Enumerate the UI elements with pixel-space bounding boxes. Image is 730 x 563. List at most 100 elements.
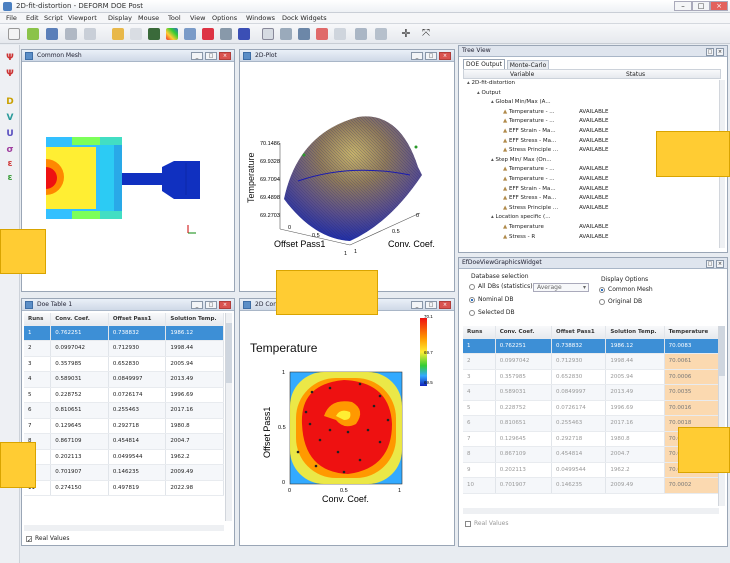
tripod-icon[interactable]: Ψ bbox=[6, 53, 14, 63]
menu-item-windows[interactable]: Windows bbox=[246, 14, 276, 22]
table-row[interactable]: 7 0.129645 0.292718 1980.8 bbox=[24, 418, 224, 434]
print-icon[interactable] bbox=[65, 28, 77, 40]
menu-item-viewport[interactable]: Viewport bbox=[68, 14, 97, 22]
radio-all-dbs[interactable]: All DBs (statistics) bbox=[469, 283, 533, 290]
fit-icon[interactable] bbox=[355, 28, 367, 40]
table-row[interactable]: 1 0.762251 0.738832 1986.12 bbox=[24, 325, 224, 341]
radio-nominal-db[interactable]: Nominal DB bbox=[469, 296, 513, 303]
tree-item[interactable]: ▴ Step Min/ Max (On... bbox=[491, 157, 551, 163]
tab-monte-carlo[interactable]: Monte-Carlo bbox=[507, 60, 549, 69]
tree-list[interactable]: ▴ 2D-fit-distortion ▴ Output ▴ Global Min/… bbox=[463, 80, 721, 248]
tree-item[interactable]: ▲ Temperature - ... bbox=[503, 166, 555, 172]
horizontal-scrollbar[interactable] bbox=[463, 508, 719, 514]
column-header[interactable]: Conv. Coef. bbox=[495, 326, 553, 339]
close-icon[interactable]: × bbox=[716, 48, 724, 56]
red-window-icon[interactable] bbox=[316, 28, 328, 40]
tree-item[interactable]: ▲ Stress Principle ... bbox=[503, 147, 558, 153]
mesh-view[interactable] bbox=[22, 63, 234, 291]
contour-plot[interactable]: Temperature 70.1 69.7 69.5 Offset Pass1 … bbox=[240, 312, 454, 546]
restore-icon[interactable]: □ bbox=[425, 52, 437, 60]
expand-arrow-icon[interactable]: ▴ bbox=[491, 156, 496, 163]
V-icon[interactable]: V bbox=[6, 113, 14, 123]
column-header[interactable]: Runs bbox=[24, 313, 52, 326]
move-icon[interactable] bbox=[375, 28, 387, 40]
crosshair-icon[interactable]: ✛ bbox=[401, 27, 411, 40]
menu-item-view[interactable]: View bbox=[190, 14, 206, 22]
epsilon-icon[interactable]: ε bbox=[7, 159, 13, 169]
radio-selected-db[interactable]: Selected DB bbox=[469, 309, 515, 316]
table-row[interactable]: 2 0.0997042 0.712930 1998.44 70.0061 bbox=[463, 353, 720, 370]
tripod-icon[interactable]: Ψ bbox=[6, 69, 14, 79]
export-icon[interactable] bbox=[84, 28, 96, 40]
folder-icon[interactable] bbox=[112, 28, 124, 40]
line-chart-icon[interactable] bbox=[202, 28, 214, 40]
radio-original-db[interactable]: Original DB bbox=[599, 298, 642, 305]
column-header[interactable]: Temperature bbox=[664, 326, 720, 339]
menu-item-script[interactable]: Script bbox=[44, 14, 63, 22]
window-icon[interactable] bbox=[262, 28, 274, 40]
minimize-icon[interactable]: _ bbox=[191, 52, 203, 60]
close-button[interactable]: × bbox=[710, 1, 728, 11]
float-icon[interactable]: □ bbox=[706, 260, 714, 268]
menu-item-display[interactable]: Display bbox=[108, 14, 132, 22]
table-row[interactable]: 5 0.228752 0.0726174 1996.69 bbox=[24, 387, 224, 403]
tree-item[interactable]: ▴ Output bbox=[477, 90, 501, 96]
tree-item[interactable]: ▴ Location specific (... bbox=[491, 214, 550, 220]
tree-item[interactable]: ▴ Global Min/Max (A... bbox=[491, 99, 551, 105]
text-tool-icon[interactable] bbox=[130, 28, 142, 40]
results-table[interactable]: Runs Conv. Coef. Offset Pass1 Solution Temp… bbox=[463, 326, 720, 494]
tree-item[interactable]: ▲ Temperature - ... bbox=[503, 109, 555, 115]
save-icon[interactable] bbox=[46, 28, 58, 40]
close-icon[interactable]: × bbox=[439, 301, 451, 309]
tree-item[interactable]: ▲ EFF Stress - Ma... bbox=[503, 195, 556, 201]
tree-item[interactable]: ▲ Temperature - ... bbox=[503, 118, 555, 124]
tree-item[interactable]: ▲ Stress Principle ... bbox=[503, 205, 558, 211]
tree-item[interactable]: ▲ Temperature - ... bbox=[503, 176, 555, 182]
tree-item[interactable]: ▲ EFF Strain - Ma... bbox=[503, 128, 556, 134]
menu-item-tool[interactable]: Tool bbox=[168, 14, 181, 22]
maximize-button[interactable]: □ bbox=[692, 1, 710, 11]
scatter-icon[interactable] bbox=[220, 28, 232, 40]
chart-icon[interactable] bbox=[184, 28, 196, 40]
real-values-checkbox[interactable]: ✓ Real Values bbox=[26, 535, 70, 544]
menu-item-mouse[interactable]: Mouse bbox=[138, 14, 160, 22]
scrollbar[interactable] bbox=[225, 313, 232, 521]
color-map-icon[interactable] bbox=[166, 28, 178, 40]
column-header[interactable]: Offset Pass1 bbox=[551, 326, 607, 339]
table-row[interactable]: 4 0.589031 0.0849997 2013.49 bbox=[24, 371, 224, 388]
column-header[interactable]: Conv. Coef. bbox=[50, 313, 109, 326]
horizontal-scrollbar[interactable] bbox=[24, 525, 224, 531]
float-icon[interactable]: □ bbox=[706, 48, 714, 56]
table-row[interactable]: 4 0.589031 0.0849997 2013.49 70.0035 bbox=[463, 384, 720, 401]
aggregate-select[interactable]: Average ▾ bbox=[533, 283, 589, 292]
U-icon[interactable]: U bbox=[6, 129, 14, 139]
table-row[interactable]: 6 0.810651 0.255463 2017.16 bbox=[24, 402, 224, 419]
table-row[interactable]: 3 0.357985 0.652830 2005.94 70.0006 bbox=[463, 369, 720, 385]
tree-item[interactable]: ▲ Temperature bbox=[503, 224, 544, 230]
column-header[interactable]: Solution Temp. bbox=[605, 326, 665, 339]
minimize-icon[interactable]: _ bbox=[411, 52, 423, 60]
minimize-icon[interactable]: _ bbox=[191, 301, 203, 309]
close-icon[interactable]: × bbox=[716, 260, 724, 268]
expand-arrow-icon[interactable]: ▴ bbox=[491, 99, 496, 106]
column-header[interactable]: Runs bbox=[463, 326, 496, 339]
doe-table[interactable]: Runs Conv. Coef. Offset Pass1 Solution Temp… bbox=[24, 313, 224, 496]
column-header[interactable]: Solution Temp. bbox=[165, 313, 224, 326]
minimize-icon[interactable]: _ bbox=[411, 301, 423, 309]
cube-icon[interactable] bbox=[238, 28, 250, 40]
expand-arrow-icon[interactable]: ▴ bbox=[467, 80, 472, 86]
menu-item-edit[interactable]: Edit bbox=[26, 14, 39, 22]
column-header[interactable]: Offset Pass1 bbox=[108, 313, 167, 326]
restore-icon[interactable]: □ bbox=[205, 52, 217, 60]
minimize-button[interactable]: – bbox=[674, 1, 692, 11]
tree-item[interactable]: ▲ EFF Strain - Ma... bbox=[503, 186, 556, 192]
new-file-icon[interactable] bbox=[8, 28, 20, 40]
menu-item-dock-widgets[interactable]: Dock Widgets bbox=[282, 14, 327, 22]
close-icon[interactable]: × bbox=[219, 52, 231, 60]
tree-item[interactable]: ▴ 2D-fit-distortion bbox=[467, 80, 515, 86]
expand-arrow-icon[interactable]: ▴ bbox=[491, 214, 496, 221]
tree-item[interactable]: ▲ Stress - R bbox=[503, 234, 535, 240]
menu-item-options[interactable]: Options bbox=[212, 14, 238, 22]
restore-icon[interactable]: □ bbox=[425, 301, 437, 309]
